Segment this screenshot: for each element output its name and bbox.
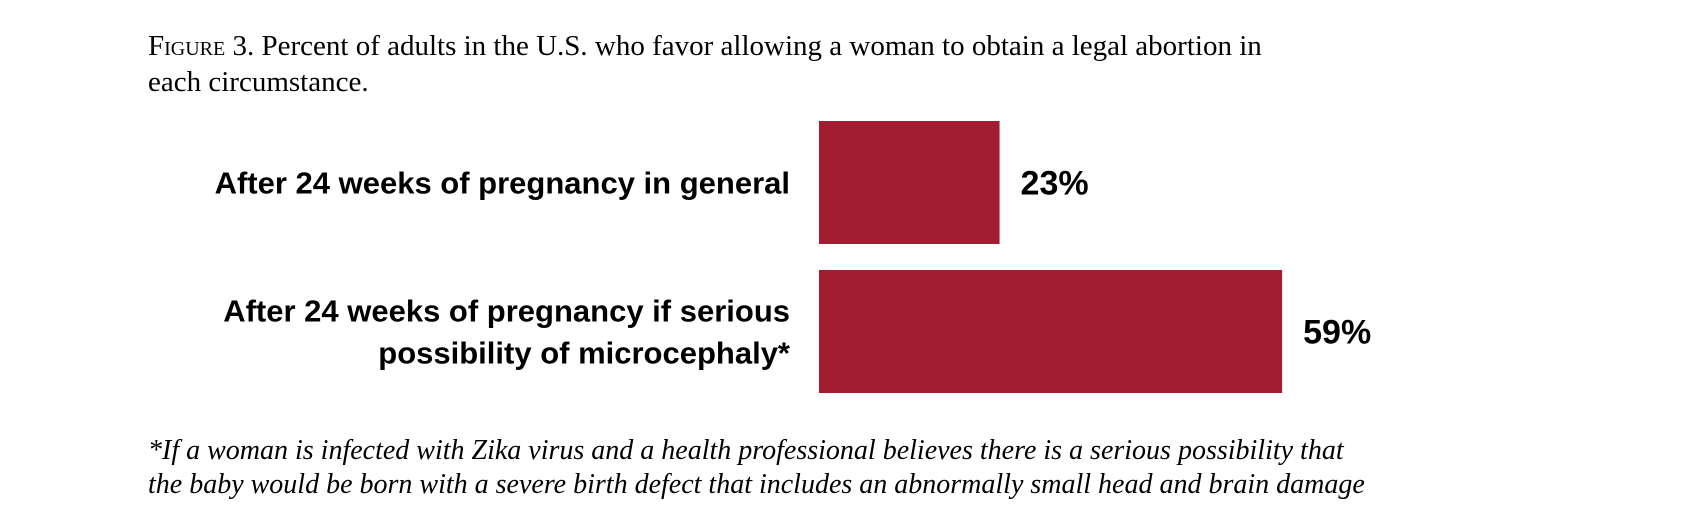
figure-caption-text: 3. Percent of adults in the U.S. who fav… [225, 30, 1262, 62]
figure-caption-word: Figure [148, 30, 226, 62]
footnote: *If a woman is infected with Zika virus … [148, 434, 1508, 502]
figure-caption: Figure 3. Percent of adults in the U.S. … [148, 28, 1508, 100]
bar-2 [819, 270, 1283, 393]
category-label-1-line-1: After 24 weeks of pregnancy in general [215, 166, 790, 201]
footnote-line-1: *If a woman is infected with Zika virus … [148, 435, 1344, 466]
category-label-2-line-2: possibility of microcephaly* [378, 336, 791, 371]
bar-1 [819, 121, 1000, 244]
value-label-1: 23% [1021, 165, 1089, 203]
figure-caption-line2: each circumstance. [148, 66, 369, 98]
value-label-2: 59% [1303, 314, 1371, 352]
category-label-2-line-1: After 24 weeks of pregnancy if serious [223, 294, 790, 329]
footnote-line-2: the baby would be born with a severe bir… [148, 469, 1365, 500]
